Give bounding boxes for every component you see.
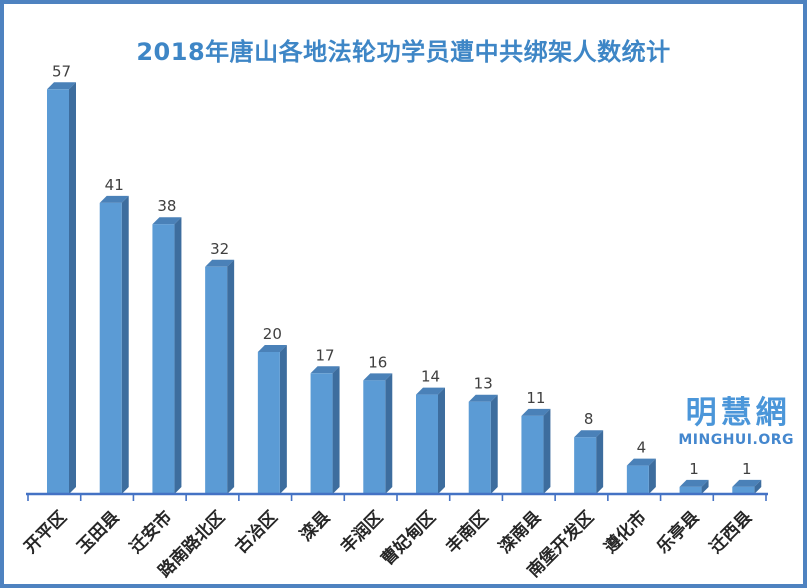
bar-front-face [521, 415, 544, 494]
bar-front-face [205, 266, 228, 494]
bar-front-face [732, 486, 755, 494]
minghui-logo-english: MINGHUI.ORG [678, 432, 794, 448]
bar-front-face [152, 224, 175, 494]
bar-top-face [205, 259, 235, 267]
bar-top-face [363, 373, 393, 381]
bar-value-label: 1 [689, 460, 699, 478]
bar-value-label: 14 [421, 368, 440, 386]
bar-front-face [310, 373, 333, 494]
bar-value-label: 20 [263, 325, 282, 343]
bar-top-face [468, 394, 498, 402]
minghui-logo-chinese: 明慧網 [685, 395, 791, 431]
minghui-logo: 明慧網 MINGHUI.ORG [678, 398, 794, 448]
bar-front-face [99, 202, 122, 494]
bar-value-label: 16 [368, 353, 387, 371]
bar-value-label: 32 [210, 240, 229, 258]
bar-side-face [332, 366, 340, 494]
bar-top-face [574, 430, 604, 438]
category-label: 开平区 [21, 507, 71, 557]
bar-value-label: 41 [105, 176, 124, 194]
bar-top-face [47, 82, 76, 90]
category-label: 滦南县 [494, 507, 545, 558]
bar-value-label: 8 [584, 410, 594, 428]
bar-side-face [174, 217, 182, 494]
category-label: 迁安市 [125, 507, 176, 558]
bar-front-face [416, 394, 438, 494]
category-label: 乐亭县 [653, 507, 704, 558]
category-label: 丰南区 [442, 507, 493, 558]
bar-value-label: 13 [474, 375, 493, 393]
category-label: 玉田县 [73, 507, 123, 557]
bar-value-label: 38 [157, 197, 176, 215]
bar-side-face [701, 479, 709, 494]
bar-side-face [490, 394, 498, 494]
bar-front-face [257, 352, 280, 494]
bar-side-face [227, 259, 235, 494]
bar-top-face [257, 345, 287, 352]
category-label: 丰润区 [336, 507, 387, 558]
bar-top-face [626, 458, 656, 466]
bar-value-label: 17 [316, 346, 335, 364]
bar-side-face [438, 387, 445, 494]
bar-side-face [385, 373, 393, 494]
bar-value-label: 11 [526, 389, 545, 407]
bar-front-face [679, 486, 702, 494]
category-label: 曹妃甸区 [377, 507, 440, 570]
bar-front-face [47, 89, 69, 495]
category-label: 古冶区 [231, 507, 282, 558]
bar-side-face [279, 345, 287, 494]
bar-top-face [416, 387, 445, 395]
category-label: 迁西县 [706, 507, 756, 557]
category-label: 滦县 [296, 507, 335, 546]
bar-top-face [310, 366, 340, 374]
bar-top-face [152, 217, 182, 225]
bar-side-face [69, 82, 76, 495]
bar-front-face [363, 380, 386, 494]
bar-side-face [754, 479, 762, 494]
bar-side-face [596, 430, 604, 494]
bar-top-face [732, 479, 762, 487]
bar-value-label: 57 [52, 62, 71, 80]
chart-title: 2018年唐山各地法轮功学员遭中共绑架人数统计 [136, 38, 671, 66]
bar-value-label: 4 [637, 439, 647, 457]
bar-front-face [574, 437, 597, 494]
bar-front-face [468, 401, 491, 494]
bar-side-face [543, 408, 551, 494]
bar-value-label: 1 [742, 460, 752, 478]
bar-top-face [521, 408, 551, 416]
bar-front-face [626, 465, 649, 494]
bar-side-face [648, 458, 656, 494]
bar-top-face [679, 479, 709, 487]
bar-side-face [121, 195, 129, 494]
bar-top-face [99, 195, 129, 203]
category-label: 遵化市 [600, 507, 651, 558]
